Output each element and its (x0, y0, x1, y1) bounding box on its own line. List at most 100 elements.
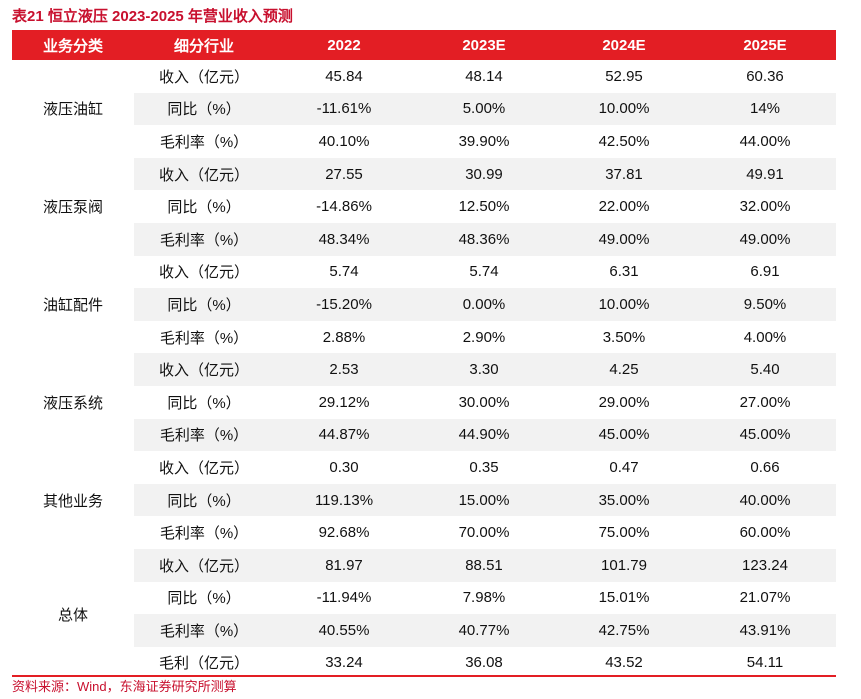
value-cell: 10.00% (598, 295, 650, 313)
value-cell: 49.91 (746, 165, 784, 183)
value-cell: 48.36% (458, 230, 510, 248)
row-label: 毛利率（%） (159, 525, 249, 543)
value-cell: 6.91 (750, 263, 780, 281)
table-row: 毛利率（%） 92.68% 70.00% 75.00% 60.00% (134, 516, 836, 549)
value-cell: 48.34% (318, 230, 370, 248)
table-row: 毛利率（%） 48.34% 48.36% 49.00% 49.00% (134, 222, 836, 256)
group-label: 液压系统 (42, 394, 103, 412)
value-cell: -11.61% (316, 100, 372, 118)
value-cell: 60.00% (739, 524, 791, 542)
header-subsegment: 细分行业 (173, 37, 234, 55)
value-cell: 2.53 (329, 361, 359, 379)
value-cell: 15.01% (598, 589, 650, 607)
table-group: 油缸配件 收入（亿元） 5.74 5.74 6.31 6.91 同比（%） -15.20% 0.… (12, 256, 836, 354)
table-row: 收入（亿元） 27.55 30.99 37.81 49.91 (134, 157, 836, 191)
value-cell: 0.66 (750, 458, 780, 476)
row-label: 同比（%） (167, 492, 241, 510)
value-cell: 92.68% (318, 524, 370, 542)
value-cell: 45.00% (739, 426, 791, 444)
value-cell: 81.97 (325, 556, 363, 574)
value-cell: 43.91% (739, 621, 791, 639)
header-2024e: 2024E (602, 36, 646, 54)
row-label: 收入（亿元） (158, 459, 249, 477)
table-row: 毛利率（%） 40.55% 40.77% 42.75% 43.91% (134, 614, 836, 647)
value-cell: 88.51 (465, 556, 503, 574)
value-cell: -15.20% (316, 295, 372, 313)
value-cell: 6.31 (609, 263, 639, 281)
value-cell: 33.24 (325, 654, 363, 672)
value-cell: 27.00% (739, 393, 791, 411)
row-label: 同比（%） (167, 394, 241, 412)
value-cell: 10.00% (598, 100, 650, 118)
value-cell: 52.95 (605, 67, 643, 85)
table-header: 业务分类 细分行业 2022 2023E 2024E 2025E (12, 30, 836, 60)
value-cell: 42.75% (598, 621, 650, 639)
value-cell: 43.52 (605, 654, 643, 672)
value-cell: 54.11 (746, 654, 784, 672)
group-label: 其他业务 (42, 492, 103, 510)
table-group: 其他业务 收入（亿元） 0.30 0.35 0.47 0.66 同比（%） 119.13% 15… (12, 451, 836, 549)
row-label: 同比（%） (167, 590, 241, 608)
value-cell: 3.50% (602, 328, 646, 346)
table-row: 毛利率（%） 40.10% 39.90% 42.50% 44.00% (134, 125, 836, 158)
row-label: 收入（亿元） (158, 264, 249, 282)
row-label: 收入（亿元） (158, 557, 249, 575)
value-cell: 119.13% (314, 491, 374, 509)
row-label: 收入（亿元） (158, 362, 249, 380)
value-cell: 40.10% (318, 132, 370, 150)
table-group: 液压泵阀 收入（亿元） 27.55 30.99 37.81 49.91 同比（%） -14.8… (12, 157, 836, 256)
forecast-table: 业务分类 细分行业 2022 2023E 2024E 2025E 液压油缸收入（… (12, 30, 836, 679)
value-cell: 36.08 (465, 654, 503, 672)
value-cell: 45.84 (325, 67, 363, 85)
header-category: 业务分类 (42, 37, 103, 55)
value-cell: 44.00% (739, 132, 791, 150)
table-group: 液压油缸 收入（亿元） 45.84 48.14 52.95 60.36 同比（%） -11.6… (12, 60, 836, 158)
value-cell: 40.55% (318, 621, 370, 639)
value-cell: 14% (749, 100, 781, 118)
value-cell: 0.47 (609, 458, 639, 476)
value-cell: 4.25 (609, 361, 639, 379)
source-note: 资料来源：Wind，东海证券研究所测算 (12, 679, 237, 694)
value-cell: 30.99 (465, 165, 503, 183)
value-cell: 30.00% (458, 393, 510, 411)
value-cell: 5.40 (750, 361, 780, 379)
table-row: 同比（%） -11.94% 7.98% 15.01% 21.07% (134, 582, 836, 615)
value-cell: 49.00% (598, 230, 650, 248)
table-row: 收入（亿元） 81.97 88.51 101.79 123.24 (134, 548, 836, 582)
row-label: 毛利率（%） (159, 427, 249, 445)
bottom-rule (12, 675, 836, 677)
group-label: 总体 (57, 606, 88, 624)
row-label: 毛利率（%） (159, 231, 249, 249)
value-cell: 21.07% (739, 589, 791, 607)
value-cell: 39.90% (458, 132, 510, 150)
value-cell: 123.24 (742, 556, 788, 574)
table-row: 毛利率（%） 2.88% 2.90% 3.50% 4.00% (134, 321, 836, 354)
table-row: 收入（亿元） 45.84 48.14 52.95 60.36 (134, 60, 836, 93)
row-label: 毛利（亿元） (158, 655, 249, 673)
row-label: 毛利率（%） (159, 622, 249, 640)
table-group: 总体 收入（亿元） 81.97 88.51 101.79 123.24 同比（%） -11.9… (12, 548, 836, 679)
table-row: 同比（%） -15.20% 0.00% 10.00% 9.50% (134, 288, 836, 321)
value-cell: 60.36 (746, 67, 784, 85)
header-2022: 2022 (327, 36, 361, 54)
value-cell: 37.81 (605, 165, 643, 183)
value-cell: 40.77% (458, 621, 510, 639)
row-label: 收入（亿元） (158, 166, 249, 184)
value-cell: 29.12% (318, 393, 370, 411)
value-cell: 5.74 (329, 263, 359, 281)
row-label: 收入（亿元） (158, 68, 249, 86)
value-cell: 42.50% (598, 132, 650, 150)
group-label: 油缸配件 (42, 296, 103, 314)
table-row: 收入（亿元） 2.53 3.30 4.25 5.40 (134, 353, 836, 386)
value-cell: 44.90% (458, 426, 510, 444)
table-row: 同比（%） 29.12% 30.00% 29.00% 27.00% (134, 386, 836, 419)
group-label: 液压油缸 (42, 101, 103, 119)
table-row: 毛利率（%） 44.87% 44.90% 45.00% 45.00% (134, 418, 836, 452)
value-cell: 3.30 (469, 361, 499, 379)
group-label: 液压泵阀 (42, 199, 103, 217)
value-cell: 27.55 (325, 165, 363, 183)
value-cell: 32.00% (739, 198, 791, 216)
row-label: 同比（%） (167, 296, 241, 314)
value-cell: 49.00% (739, 230, 791, 248)
row-label: 毛利率（%） (159, 133, 249, 151)
